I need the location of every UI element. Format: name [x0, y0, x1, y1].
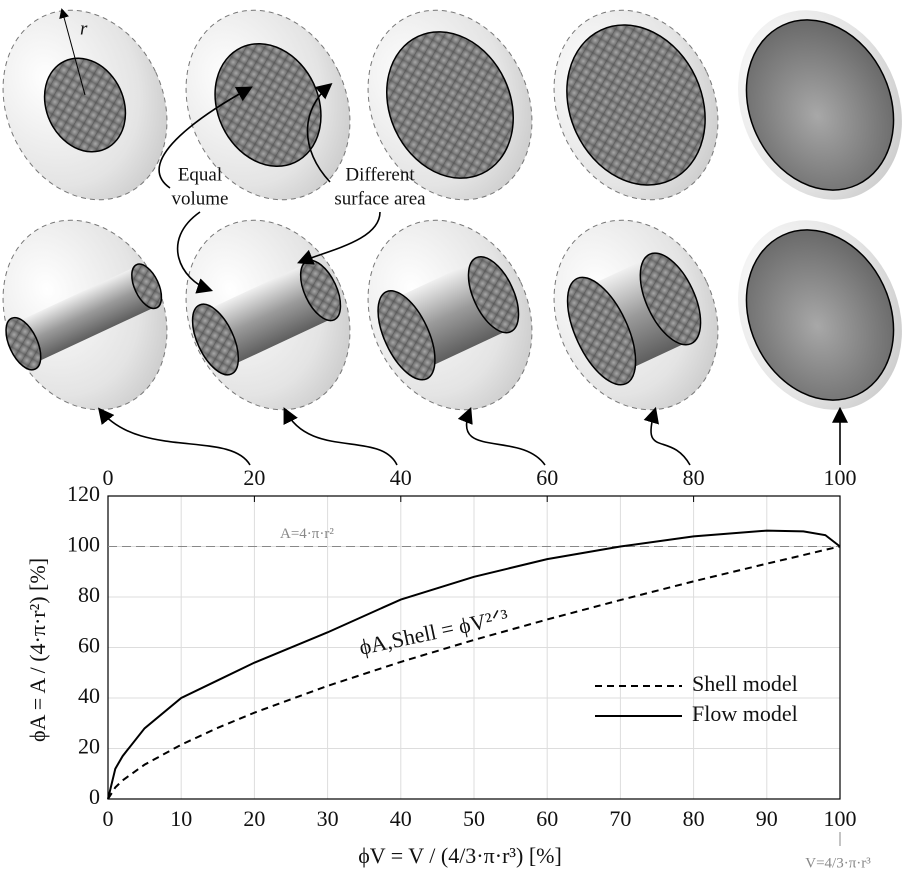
series-line [107, 529, 841, 800]
x-tick-label: 30 [317, 806, 339, 831]
annotation: Equal [178, 164, 222, 185]
top-tick-label: 20 [243, 465, 265, 490]
tube [584, 258, 688, 372]
sphere [367, 9, 533, 201]
sphere [185, 9, 351, 201]
y-tick-label: 20 [78, 734, 100, 759]
x-tick-label: 70 [609, 806, 631, 831]
sphere [738, 220, 902, 410]
x-tick-label: 80 [683, 806, 705, 831]
cap [566, 276, 637, 386]
top-tick-label: 40 [390, 465, 412, 490]
x-tick-label: 100 [824, 806, 857, 831]
annotation: surface area [334, 188, 426, 209]
tube [16, 267, 154, 363]
illustrations [2, 9, 902, 411]
sphere [367, 219, 533, 411]
sphere [2, 9, 168, 201]
top-tick-label: 0 [103, 465, 114, 490]
x-tick-label: 0 [103, 806, 114, 831]
sphere [2, 219, 168, 411]
y-tick-label: 80 [78, 582, 100, 607]
core [745, 229, 895, 401]
core [566, 24, 706, 186]
x-tick-label: 90 [756, 806, 778, 831]
y-tick-label: 40 [78, 683, 100, 708]
x-tick-label: 40 [390, 806, 412, 831]
y-tick-label: 120 [67, 481, 100, 506]
reference-label: A=4·π·r² [280, 526, 334, 542]
core [214, 43, 322, 167]
top-tick-label: 60 [536, 465, 558, 490]
frame [107, 495, 841, 800]
top-tick-label: 100 [824, 465, 857, 490]
y-tick-label: 60 [78, 633, 100, 658]
cap [131, 263, 163, 310]
y-tick-label: 0 [89, 784, 100, 809]
x-axis-title: ϕV = V / (4/3·π·r³) [%] [358, 843, 562, 868]
arrows [59, 8, 848, 466]
annotation: volume [172, 188, 229, 209]
legend-label: Shell model [692, 671, 798, 696]
x-end-label: V=4/3·π·r³ [805, 855, 871, 871]
x-tick-label: 10 [170, 806, 192, 831]
sphere [738, 10, 902, 200]
top-tick-label: 80 [683, 465, 705, 490]
core [745, 19, 895, 191]
sphere [185, 219, 351, 411]
x-tick-label: 60 [536, 806, 558, 831]
cap [377, 290, 436, 381]
cap [467, 256, 520, 334]
x-tick-label: 50 [463, 806, 485, 831]
cap [5, 316, 42, 371]
sphere [553, 9, 719, 201]
sphere [553, 219, 719, 411]
series-line [107, 545, 841, 800]
x-tick-label: 20 [243, 806, 265, 831]
cap [639, 252, 702, 346]
legend-label: Flow model [692, 701, 798, 726]
y-tick-label: 100 [67, 532, 100, 557]
tube [205, 264, 331, 366]
annotation: Different [345, 164, 415, 185]
y-axis-title: ϕA = A / (4·π·r²) [%] [25, 558, 50, 742]
core [386, 31, 514, 179]
radius-label: r [80, 18, 88, 39]
cap [191, 303, 240, 376]
